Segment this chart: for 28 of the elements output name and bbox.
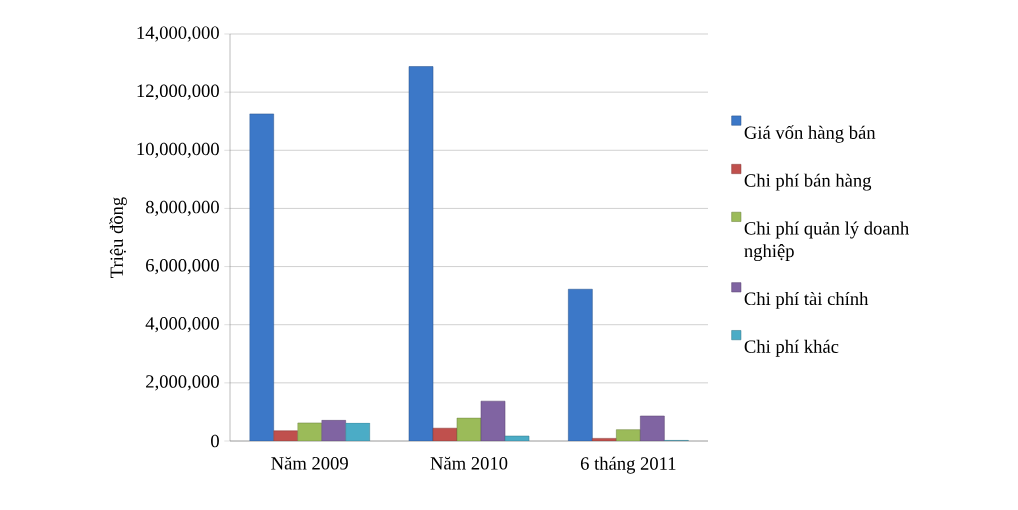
bar bbox=[321, 420, 346, 441]
bar bbox=[616, 429, 641, 441]
y-tick-label: 4,000,000 bbox=[145, 317, 219, 333]
legend-label: Chi phí tài chính bbox=[744, 291, 869, 309]
bar bbox=[480, 400, 506, 441]
bar bbox=[640, 415, 665, 441]
y-tick-label: 0 bbox=[211, 434, 219, 448]
bar bbox=[568, 288, 593, 441]
bar bbox=[297, 422, 322, 441]
y-axis-title: Triệu đồng bbox=[109, 197, 127, 278]
legend-label: Giá vốn hàng bán bbox=[744, 125, 876, 143]
bar bbox=[249, 113, 274, 441]
bar bbox=[456, 417, 482, 441]
legend-label: Chi phí khác bbox=[744, 339, 839, 357]
y-tick-label: 2,000,000 bbox=[146, 375, 219, 391]
y-tick-label: 10,000,000 bbox=[137, 142, 219, 158]
x-tick-label: Năm 2010 bbox=[430, 456, 508, 470]
bar bbox=[408, 66, 434, 441]
x-tick-label: Năm 2009 bbox=[271, 456, 348, 470]
y-tick-label: 12,000,000 bbox=[137, 84, 219, 100]
legend-label: Chi phí bán hàng bbox=[744, 173, 872, 191]
x-tick-label: 6 tháng 2011 bbox=[580, 456, 676, 474]
y-tick-label: 8,000,000 bbox=[145, 200, 219, 217]
y-tick-label: 14,000,000 bbox=[137, 26, 219, 42]
y-tick-label: 6,000,000 bbox=[146, 258, 219, 275]
legend-label: Chi phí quản lý doanh nghiệp bbox=[744, 221, 909, 262]
bar bbox=[504, 435, 530, 441]
bar bbox=[345, 422, 370, 441]
